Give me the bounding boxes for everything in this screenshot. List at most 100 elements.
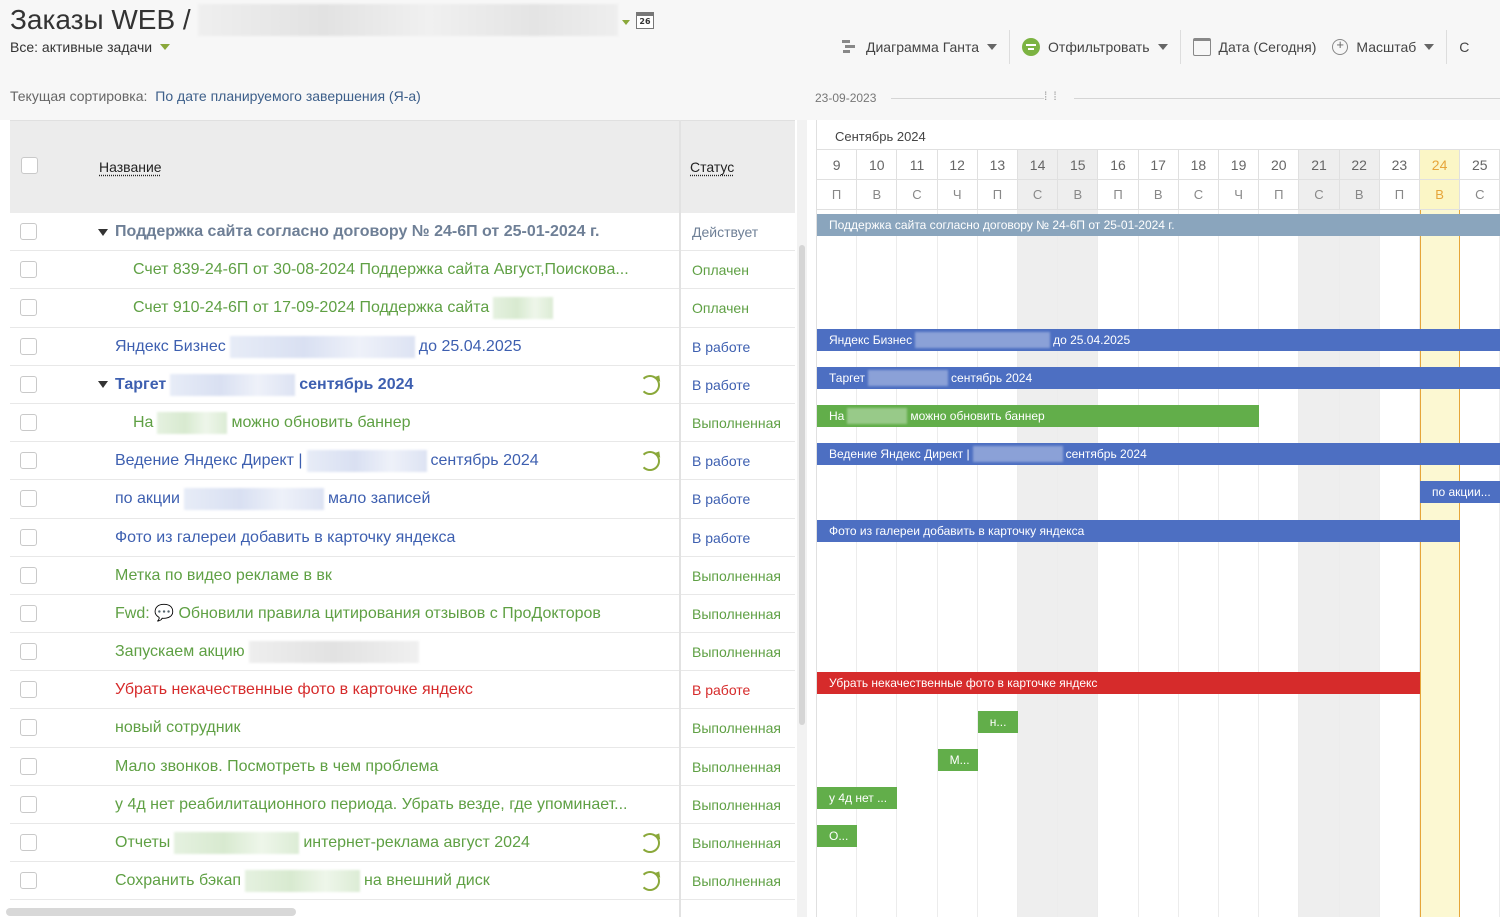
row-checkbox[interactable] bbox=[20, 643, 37, 660]
gantt-bar-label: Убрать некачественные фото в карточке ян… bbox=[829, 672, 1097, 694]
row-checkbox[interactable] bbox=[20, 376, 37, 393]
task-name[interactable]: Фото из галереи добавить в карточку янде… bbox=[115, 519, 455, 557]
scope-filter-label: Все: активные задачи bbox=[10, 39, 152, 55]
table-row[interactable]: Таргет сентябрь 2024 В работе bbox=[10, 366, 795, 404]
gantt-view-button[interactable]: Диаграмма Ганта bbox=[840, 38, 997, 56]
task-name[interactable]: по акции мало записей bbox=[115, 480, 430, 518]
column-divider[interactable] bbox=[679, 120, 681, 917]
table-row[interactable]: Запускаем акцию Выполненная bbox=[10, 633, 795, 671]
toolbar-overflow-button[interactable]: С bbox=[1459, 39, 1469, 55]
redacted-text bbox=[157, 412, 227, 434]
task-name[interactable]: Отчеты интернет-реклама август 2024 bbox=[115, 824, 530, 862]
table-row[interactable]: Ведение Яндекс Директ | сентябрь 2024 В ра… bbox=[10, 442, 795, 480]
row-checkbox[interactable] bbox=[20, 796, 37, 813]
recurring-icon bbox=[640, 833, 660, 853]
gantt-bar[interactable]: н... bbox=[978, 711, 1018, 733]
sort-value-link[interactable]: По дате планируемого завершения (Я-а) bbox=[155, 88, 421, 104]
table-row[interactable]: новый сотрудник Выполненная bbox=[10, 709, 795, 747]
task-name[interactable]: Fwd: 💬 Обновили правила цитирования отзы… bbox=[115, 595, 601, 633]
task-name[interactable]: Запускаем акцию bbox=[115, 633, 423, 671]
table-row[interactable]: Поддержка сайта согласно договору № 24-6… bbox=[10, 213, 795, 251]
row-checkbox[interactable] bbox=[20, 490, 37, 507]
calendar-icon[interactable]: 26 bbox=[636, 12, 654, 29]
vertical-scrollbar-thumb[interactable] bbox=[799, 245, 805, 725]
date-today-button[interactable]: Дата (Сегодня) bbox=[1193, 38, 1317, 56]
gantt-bar[interactable]: Фото из галереи добавить в карточку янде… bbox=[817, 520, 1460, 542]
gantt-bar[interactable]: Таргет сентябрь 2024 bbox=[817, 367, 1500, 389]
project-dropdown-caret[interactable] bbox=[622, 20, 630, 25]
row-checkbox[interactable] bbox=[20, 834, 37, 851]
task-name[interactable]: Счет 839-24-6П от 30-08-2024 Поддержка с… bbox=[133, 251, 629, 289]
table-row[interactable]: Метка по видео рекламе в вк Выполненная bbox=[10, 557, 795, 595]
table-row[interactable]: Убрать некачественные фото в карточке ян… bbox=[10, 671, 795, 709]
row-checkbox[interactable] bbox=[20, 223, 37, 240]
redacted-text bbox=[307, 450, 427, 472]
table-row[interactable]: На можно обновить баннер Выполненная bbox=[10, 404, 795, 442]
task-name[interactable]: Яндекс Бизнес до 25.04.2025 bbox=[115, 328, 522, 366]
row-checkbox[interactable] bbox=[20, 299, 37, 316]
table-row[interactable]: Счет 839-24-6П от 30-08-2024 Поддержка с… bbox=[10, 251, 795, 289]
task-name[interactable]: Счет 910-24-6П от 17-09-2024 Поддержка с… bbox=[133, 289, 557, 327]
task-name[interactable]: новый сотрудник bbox=[115, 709, 240, 747]
row-checkbox[interactable] bbox=[20, 719, 37, 736]
gantt-day-14: 14 bbox=[1018, 150, 1058, 180]
row-checkbox[interactable] bbox=[20, 605, 37, 622]
zoom-label: Масштаб bbox=[1356, 39, 1416, 55]
gantt-bar[interactable]: Поддержка сайта согласно договору № 24-6… bbox=[817, 214, 1500, 236]
row-checkbox[interactable] bbox=[20, 567, 37, 584]
row-checkbox[interactable] bbox=[20, 414, 37, 431]
table-row[interactable]: Фото из галереи добавить в карточку янде… bbox=[10, 519, 795, 557]
select-all-checkbox[interactable] bbox=[21, 157, 38, 174]
scope-filter-dropdown[interactable]: Все: активные задачи bbox=[10, 39, 170, 55]
task-status: В работе bbox=[692, 519, 750, 557]
collapse-toggle-icon[interactable] bbox=[98, 229, 108, 236]
task-name[interactable]: Убрать некачественные фото в карточке ян… bbox=[115, 671, 473, 709]
task-name[interactable]: Таргет сентябрь 2024 bbox=[98, 366, 413, 404]
gantt-bar[interactable]: О... bbox=[817, 825, 857, 847]
row-checkbox[interactable] bbox=[20, 261, 37, 278]
gantt-bar[interactable]: М... bbox=[938, 749, 978, 771]
row-checkbox[interactable] bbox=[20, 872, 37, 889]
task-name[interactable]: Ведение Яндекс Директ | сентябрь 2024 bbox=[115, 442, 539, 480]
table-row[interactable]: Счет 910-24-6П от 17-09-2024 Поддержка с… bbox=[10, 289, 795, 327]
task-status: Выполненная bbox=[692, 748, 781, 786]
table-row[interactable]: Fwd: 💬 Обновили правила цитирования отзы… bbox=[10, 595, 795, 633]
row-checkbox[interactable] bbox=[20, 338, 37, 355]
task-name[interactable]: Сохранить бэкап на внешний диск bbox=[115, 862, 490, 900]
task-name[interactable]: Метка по видео рекламе в вк bbox=[115, 557, 332, 595]
column-header-name[interactable]: Название bbox=[99, 159, 162, 175]
chevron-down-icon bbox=[1158, 44, 1168, 50]
gantt-column bbox=[897, 210, 937, 917]
gantt-bar[interactable]: у 4д нет ... bbox=[817, 787, 897, 809]
table-row[interactable]: Отчеты интернет-реклама август 2024 Выполн… bbox=[10, 824, 795, 862]
gantt-bar-label: На bbox=[829, 405, 844, 427]
table-row[interactable]: по акции мало записей В работе bbox=[10, 480, 795, 518]
task-name[interactable]: Мало звонков. Посмотреть в чем проблема bbox=[115, 748, 438, 786]
task-name[interactable]: На можно обновить баннер bbox=[133, 404, 411, 442]
collapse-toggle-icon[interactable] bbox=[98, 381, 108, 388]
column-header-status[interactable]: Статус bbox=[690, 159, 734, 175]
task-name[interactable]: Поддержка сайта согласно договору № 24-6… bbox=[98, 213, 599, 251]
table-row[interactable]: Сохранить бэкап на внешний диск Выполненна… bbox=[10, 862, 795, 900]
horizontal-scrollbar-thumb[interactable] bbox=[6, 908, 296, 916]
zoom-button[interactable]: Масштаб bbox=[1332, 39, 1434, 55]
row-checkbox[interactable] bbox=[20, 681, 37, 698]
row-checkbox[interactable] bbox=[20, 758, 37, 775]
gantt-bar[interactable]: Ведение Яндекс Директ | сентябрь 2024 bbox=[817, 443, 1500, 465]
gantt-bar[interactable]: по акции... bbox=[1420, 481, 1500, 503]
row-checkbox[interactable] bbox=[20, 452, 37, 469]
table-row[interactable]: Яндекс Бизнес до 25.04.2025 В работе bbox=[10, 328, 795, 366]
table-row[interactable]: у 4д нет реабилитационного периода. Убра… bbox=[10, 786, 795, 824]
task-name-text: у 4д нет реабилитационного периода. Убра… bbox=[115, 786, 627, 824]
task-table: Название Статус Поддержка сайта согласно… bbox=[10, 120, 795, 917]
gantt-bar[interactable]: Убрать некачественные фото в карточке ян… bbox=[817, 672, 1420, 694]
gantt-weekday: С bbox=[897, 180, 937, 210]
ruler-drag-handle[interactable]: ⁞⁞ bbox=[1044, 88, 1074, 106]
gantt-bar[interactable]: На можно обновить баннер bbox=[817, 405, 1259, 427]
filter-button[interactable]: Отфильтровать bbox=[1022, 38, 1167, 56]
gantt-bar[interactable]: Яндекс Бизнес до 25.04.2025 bbox=[817, 329, 1500, 351]
table-row[interactable]: Мало звонков. Посмотреть в чем проблема В… bbox=[10, 748, 795, 786]
task-name[interactable]: у 4д нет реабилитационного периода. Убра… bbox=[115, 786, 627, 824]
ruler-track[interactable] bbox=[891, 98, 1500, 99]
row-checkbox[interactable] bbox=[20, 529, 37, 546]
